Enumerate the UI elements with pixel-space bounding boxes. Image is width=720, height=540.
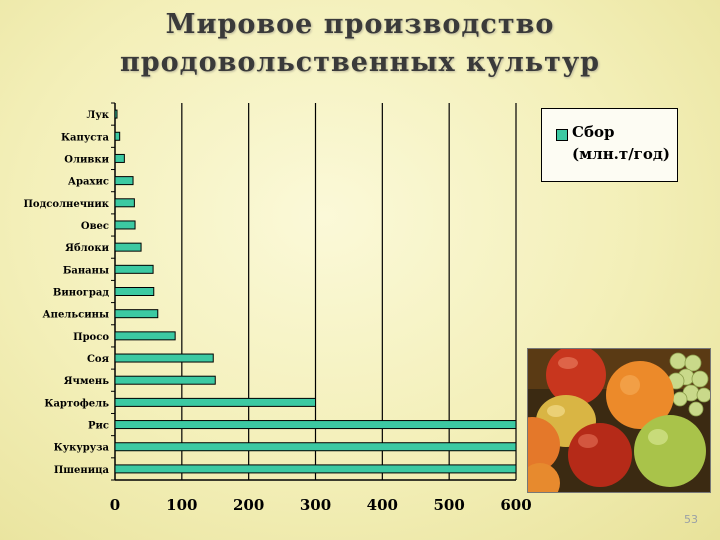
category-label: Картофель bbox=[44, 398, 109, 409]
bar bbox=[114, 309, 159, 319]
category-label: Просо bbox=[73, 332, 109, 343]
x-tick-label: 100 bbox=[166, 496, 197, 514]
category-label: Пшеница bbox=[54, 465, 110, 476]
x-tick-label: 200 bbox=[233, 496, 264, 514]
grid-layer bbox=[111, 102, 517, 481]
category-label: Соя bbox=[87, 354, 110, 365]
page-number: 53 bbox=[684, 513, 698, 526]
title-line-2: продовольственных культур bbox=[119, 47, 601, 78]
category-label: Арахис bbox=[68, 177, 109, 188]
x-tick-label: 400 bbox=[367, 496, 398, 514]
chart-legend: Сбор (млн.т/год) bbox=[541, 108, 678, 182]
bar bbox=[114, 176, 134, 186]
bar bbox=[114, 264, 154, 274]
category-label: Лук bbox=[87, 110, 110, 121]
x-tick-label: 0 bbox=[110, 496, 120, 514]
bar-layer bbox=[114, 109, 517, 474]
category-label: Апельсины bbox=[42, 310, 109, 321]
title-line-1: Мировое производство bbox=[165, 9, 555, 40]
fruit-photo bbox=[527, 348, 711, 493]
legend-label-line-1: Сбор bbox=[572, 123, 615, 141]
bar bbox=[114, 220, 136, 230]
category-label: Яблоки bbox=[65, 243, 109, 254]
bar bbox=[114, 153, 125, 163]
bar bbox=[114, 464, 517, 474]
bar bbox=[114, 420, 517, 430]
category-label: Оливки bbox=[64, 154, 109, 165]
bar bbox=[114, 198, 135, 208]
category-label: Капуста bbox=[61, 132, 110, 143]
bar bbox=[114, 442, 517, 452]
label-layer: 0 100 200 300 400 500 600 Лук Капуста Оливки Арахи… bbox=[23, 110, 531, 514]
legend-swatch bbox=[556, 129, 568, 141]
slide-title: Мировое производство продовольственных к… bbox=[0, 6, 720, 82]
category-label: Овес bbox=[81, 221, 109, 232]
x-tick-label: 600 bbox=[500, 496, 531, 514]
category-label: Рис bbox=[88, 421, 109, 432]
category-label: Бананы bbox=[63, 265, 109, 276]
category-label: Ячмень bbox=[64, 376, 110, 387]
category-label: Виноград bbox=[53, 288, 109, 299]
legend-label: Сбор (млн.т/год) bbox=[572, 121, 677, 165]
bar bbox=[114, 242, 142, 252]
legend-label-line-2: (млн.т/год) bbox=[572, 145, 670, 163]
bar bbox=[114, 331, 176, 341]
x-tick-label: 500 bbox=[434, 496, 465, 514]
category-label: Кукуруза bbox=[54, 443, 110, 454]
bar bbox=[114, 287, 155, 296]
bar bbox=[114, 375, 216, 385]
bar bbox=[114, 353, 214, 363]
bar bbox=[114, 131, 121, 141]
bar bbox=[114, 109, 118, 119]
x-tick-label: 300 bbox=[300, 496, 331, 514]
category-label: Подсолнечник bbox=[23, 199, 109, 210]
bar bbox=[114, 397, 316, 407]
